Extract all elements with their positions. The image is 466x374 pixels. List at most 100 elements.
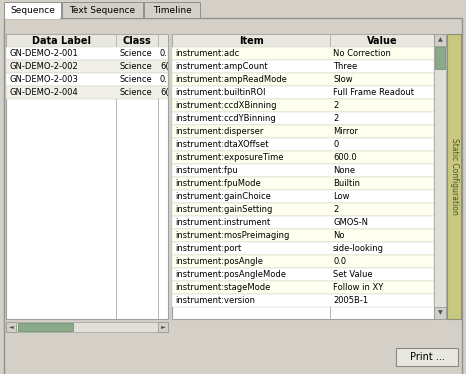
Bar [4, 2, 61, 18]
Bar [172, 268, 434, 281]
Bar [330, 34, 331, 319]
Bar [172, 255, 434, 268]
Bar [172, 242, 434, 255]
Text: Set Value: Set Value [333, 270, 373, 279]
Text: instrument:ccdXBinning: instrument:ccdXBinning [175, 101, 276, 110]
Text: 6(: 6( [160, 62, 169, 71]
Bar [172, 86, 434, 99]
Bar [172, 229, 434, 242]
Text: instrument:gainSetting: instrument:gainSetting [175, 205, 272, 214]
Text: Item: Item [239, 36, 263, 46]
Bar [172, 112, 434, 125]
Text: GN-DEMO-2-003: GN-DEMO-2-003 [9, 75, 78, 84]
Bar [172, 34, 434, 47]
Text: ▼: ▼ [438, 310, 442, 316]
Bar [172, 60, 434, 73]
Text: instrument:builtinROI: instrument:builtinROI [175, 88, 266, 97]
Text: instrument:ccdYBinning: instrument:ccdYBinning [175, 114, 276, 123]
Text: GN-DEMO-2-002: GN-DEMO-2-002 [9, 62, 78, 71]
Text: instrument:exposureTime: instrument:exposureTime [175, 153, 283, 162]
Bar [6, 34, 168, 47]
Text: instrument:gainChoice: instrument:gainChoice [175, 192, 271, 201]
Bar [172, 47, 434, 60]
Bar [172, 99, 434, 112]
Bar [434, 34, 446, 46]
Text: Three: Three [333, 62, 357, 71]
Text: Sequence: Sequence [10, 6, 55, 15]
Text: Follow in XY: Follow in XY [333, 283, 383, 292]
Bar [6, 322, 16, 332]
Bar [116, 34, 117, 319]
Text: instrument:stageMode: instrument:stageMode [175, 283, 270, 292]
Bar [172, 177, 434, 190]
Bar [5, 17, 60, 19]
Bar [172, 281, 434, 294]
Text: Low: Low [333, 192, 350, 201]
Text: instrument:instrument: instrument:instrument [175, 218, 270, 227]
Text: instrument:version: instrument:version [175, 296, 255, 305]
Text: 0.: 0. [160, 49, 168, 58]
Text: 6(: 6( [160, 88, 169, 97]
Text: Static Configuration: Static Configuration [450, 138, 459, 215]
Text: ►: ► [161, 325, 165, 329]
Text: Science: Science [119, 75, 152, 84]
Text: GN-DEMO-2-004: GN-DEMO-2-004 [9, 88, 78, 97]
Text: Mirror: Mirror [333, 127, 358, 136]
Bar [172, 203, 434, 216]
Text: instrument:ampReadMode: instrument:ampReadMode [175, 75, 287, 84]
Bar [18, 323, 73, 331]
Bar [172, 164, 434, 177]
Text: instrument:ampCount: instrument:ampCount [175, 62, 267, 71]
Text: 0.0: 0.0 [333, 257, 346, 266]
Text: 2: 2 [333, 114, 338, 123]
Text: Text Sequence: Text Sequence [69, 6, 136, 15]
Text: Class: Class [123, 36, 151, 46]
Bar [172, 125, 434, 138]
Bar [6, 86, 168, 99]
Bar [172, 190, 434, 203]
Text: 0: 0 [333, 140, 338, 149]
Bar [396, 348, 458, 366]
Text: Science: Science [119, 49, 152, 58]
Text: 0.: 0. [160, 75, 168, 84]
Text: instrument:adc: instrument:adc [175, 49, 239, 58]
Text: None: None [333, 166, 355, 175]
Text: instrument:disperser: instrument:disperser [175, 127, 263, 136]
Bar [6, 47, 168, 60]
Text: ▲: ▲ [438, 37, 442, 43]
Text: Science: Science [119, 62, 152, 71]
Bar [6, 34, 168, 319]
Text: GN-DEMO-2-001: GN-DEMO-2-001 [9, 49, 78, 58]
Text: instrument:mosPreimaging: instrument:mosPreimaging [175, 231, 289, 240]
Text: instrument:posAngle: instrument:posAngle [175, 257, 263, 266]
Text: Print ...: Print ... [410, 352, 445, 362]
Text: No Correction: No Correction [333, 49, 391, 58]
Bar [6, 322, 168, 332]
Bar [434, 307, 446, 319]
Text: Builtin: Builtin [333, 179, 360, 188]
Text: instrument:posAngleMode: instrument:posAngleMode [175, 270, 286, 279]
Bar [435, 47, 445, 69]
Text: Value: Value [367, 36, 397, 46]
Text: ◄: ◄ [9, 325, 14, 329]
Text: Data Label: Data Label [32, 36, 90, 46]
Text: 2: 2 [333, 101, 338, 110]
Text: 600.0: 600.0 [333, 153, 357, 162]
Text: No: No [333, 231, 344, 240]
Text: Full Frame Readout: Full Frame Readout [333, 88, 414, 97]
Bar [62, 2, 143, 18]
Text: GMOS-N: GMOS-N [333, 218, 368, 227]
Text: Slow: Slow [333, 75, 353, 84]
Bar [6, 60, 168, 73]
Text: Timeline: Timeline [153, 6, 192, 15]
Bar [6, 73, 168, 86]
Text: instrument:dtaXOffset: instrument:dtaXOffset [175, 140, 268, 149]
Bar [144, 2, 200, 18]
Text: instrument:fpu: instrument:fpu [175, 166, 238, 175]
Bar [172, 216, 434, 229]
Bar [172, 294, 434, 307]
Text: side-looking: side-looking [333, 244, 384, 253]
Bar [158, 34, 159, 319]
Bar [447, 34, 461, 319]
Bar [172, 73, 434, 86]
